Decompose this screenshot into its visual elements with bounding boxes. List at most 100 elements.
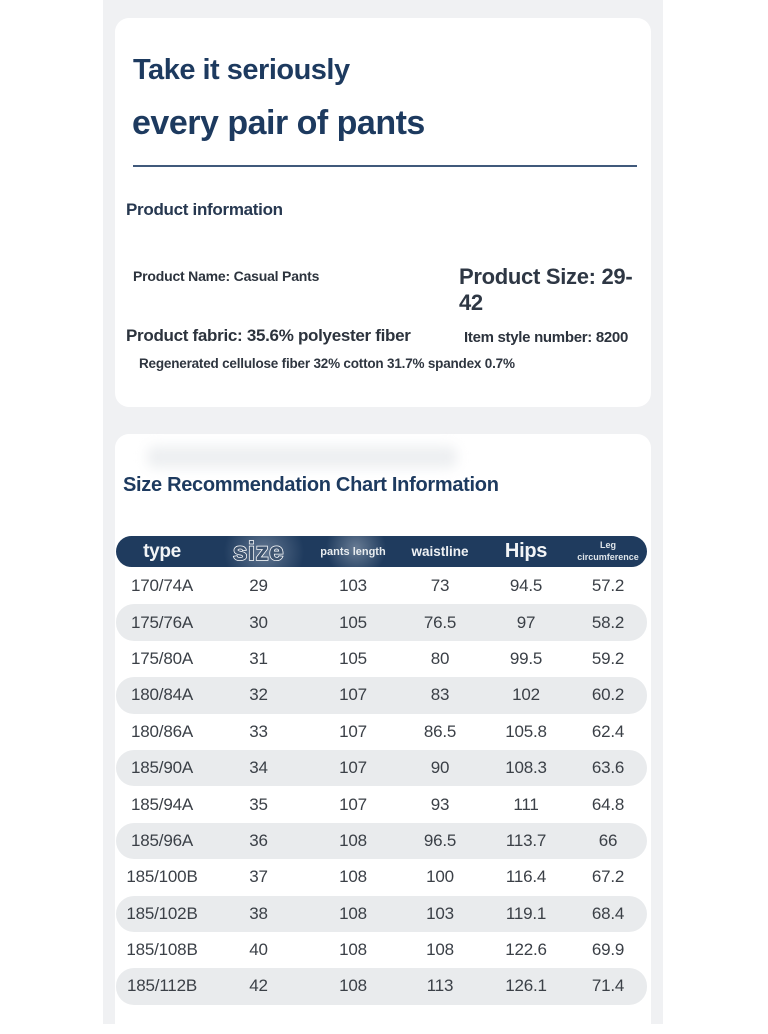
table-row: 185/108B 40 108 108 122.6 69.9 bbox=[116, 932, 647, 968]
table-cell: 67.2 bbox=[591, 867, 625, 887]
table-cell: 107 bbox=[339, 794, 367, 814]
table-cell: 107 bbox=[339, 721, 367, 741]
table-row: 185/90A 34 107 90 108.3 63.6 bbox=[116, 749, 647, 787]
product-info-section-title: Product information bbox=[126, 200, 283, 219]
table-cell: 185/100B bbox=[126, 867, 198, 887]
table-row: 185/102B 38 108 103 119.1 68.4 bbox=[116, 895, 647, 932]
table-cell: 80 bbox=[430, 648, 450, 668]
table-cell: 99.5 bbox=[509, 648, 543, 668]
table-cell: 105.8 bbox=[505, 721, 547, 741]
table-cell: 83 bbox=[430, 685, 450, 705]
column-header-leg-circumference: Leg circumference bbox=[577, 540, 639, 562]
table-cell: 58.2 bbox=[591, 612, 625, 632]
table-cell: 185/90A bbox=[131, 758, 193, 778]
size-chart-card: Size Recommendation Chart Information ty… bbox=[115, 434, 651, 1034]
table-cell: 107 bbox=[339, 685, 367, 705]
table-cell: 97 bbox=[516, 612, 536, 632]
table-cell: 119.1 bbox=[505, 903, 547, 923]
table-cell: 36 bbox=[249, 830, 268, 850]
table-cell: 107 bbox=[339, 758, 367, 778]
product-name-label: Product Name: Casual Pants bbox=[133, 268, 320, 284]
table-cell: 180/84A bbox=[131, 685, 193, 705]
table-cell: 105 bbox=[339, 612, 367, 632]
table-cell: 108 bbox=[426, 940, 454, 960]
table-cell: 90 bbox=[430, 758, 450, 778]
table-cell: 108.3 bbox=[505, 758, 547, 778]
table-cell: 116.4 bbox=[505, 867, 547, 887]
table-cell: 108 bbox=[339, 976, 367, 996]
table-cell: 71.4 bbox=[591, 976, 625, 996]
table-cell: 102 bbox=[512, 685, 540, 705]
table-cell: 93 bbox=[430, 794, 450, 814]
table-cell: 37 bbox=[249, 867, 268, 887]
table-cell: 108 bbox=[339, 867, 367, 887]
column-header-type: type bbox=[143, 540, 181, 562]
table-cell: 185/94A bbox=[131, 794, 193, 814]
table-row: 185/96A 36 108 96.5 113.7 66 bbox=[116, 822, 647, 860]
table-cell: 30 bbox=[249, 612, 268, 632]
table-cell: 32 bbox=[249, 685, 268, 705]
table-cell: 94.5 bbox=[509, 576, 543, 596]
column-header-pants-length: pants length bbox=[320, 545, 386, 558]
watermark-smudge bbox=[147, 446, 457, 468]
size-table-body: 170/74A 29 103 73 94.5 57.2 175/76A 30 105 76.5 97… bbox=[116, 568, 647, 1005]
table-cell: 73 bbox=[430, 576, 450, 596]
table-cell: 175/80A bbox=[131, 648, 193, 668]
table-cell: 63.6 bbox=[591, 758, 625, 778]
table-cell: 185/112B bbox=[127, 976, 197, 996]
table-cell: 86.5 bbox=[423, 721, 457, 741]
column-header-hips: Hips bbox=[504, 540, 548, 562]
table-cell: 68.4 bbox=[591, 903, 625, 923]
hero-heading-line1: Take it seriously bbox=[133, 54, 350, 86]
table-cell: 66 bbox=[598, 830, 618, 850]
table-cell: 103 bbox=[426, 903, 454, 923]
table-cell: 76.5 bbox=[423, 612, 457, 632]
table-cell: 59.2 bbox=[591, 648, 625, 668]
table-row: 175/80A 31 105 80 99.5 59.2 bbox=[116, 641, 647, 677]
table-row: 185/112B 42 108 113 126.1 71.4 bbox=[116, 968, 647, 1005]
table-cell: 64.8 bbox=[591, 794, 625, 814]
product-fabric-label: Product fabric: 35.6% polyester fiber bbox=[126, 326, 411, 345]
table-cell: 35 bbox=[249, 794, 268, 814]
table-row: 175/76A 30 105 76.5 97 58.2 bbox=[116, 604, 647, 641]
table-cell: 34 bbox=[249, 758, 268, 778]
table-cell: 100 bbox=[426, 867, 454, 887]
table-cell: 60.2 bbox=[591, 685, 625, 705]
table-row: 185/100B 37 108 100 116.4 67.2 bbox=[116, 859, 647, 895]
table-cell: 69.9 bbox=[591, 940, 625, 960]
table-row: 180/86A 33 107 86.5 105.8 62.4 bbox=[116, 714, 647, 750]
table-cell: 108 bbox=[339, 903, 367, 923]
column-header-size: size bbox=[232, 536, 285, 567]
table-cell: 38 bbox=[249, 903, 268, 923]
table-cell: 31 bbox=[249, 648, 268, 668]
table-row: 185/94A 35 107 93 111 64.8 bbox=[116, 786, 647, 822]
table-cell: 113.7 bbox=[505, 830, 547, 850]
fabric-detail-label: Regenerated cellulose fiber 32% cotton 3… bbox=[135, 354, 519, 373]
table-cell: 122.6 bbox=[505, 940, 547, 960]
hero-heading-line2: every pair of pants bbox=[132, 104, 425, 142]
table-cell: 126.1 bbox=[505, 976, 547, 996]
product-size-label: Product Size: 29-42 bbox=[459, 264, 633, 315]
size-chart-section-title: Size Recommendation Chart Information bbox=[123, 474, 499, 496]
table-cell: 170/74A bbox=[131, 576, 193, 596]
table-cell: 113 bbox=[426, 976, 454, 996]
table-row: 180/84A 32 107 83 102 60.2 bbox=[116, 677, 647, 714]
table-cell: 96.5 bbox=[423, 830, 457, 850]
table-cell: 108 bbox=[339, 830, 367, 850]
table-cell: 175/76A bbox=[131, 612, 193, 632]
column-header-waistline: waistline bbox=[411, 544, 469, 559]
product-info-card: Take it seriously every pair of pants Pr… bbox=[115, 18, 651, 407]
table-cell: 42 bbox=[249, 976, 268, 996]
table-cell: 33 bbox=[249, 721, 268, 741]
table-cell: 185/108B bbox=[126, 940, 198, 960]
item-style-number-label: Item style number: 8200 bbox=[464, 329, 629, 346]
table-cell: 111 bbox=[513, 794, 539, 814]
hero-divider bbox=[133, 165, 637, 167]
table-cell: 105 bbox=[339, 648, 367, 668]
table-cell: 29 bbox=[249, 576, 268, 596]
table-cell: 185/96A bbox=[131, 830, 193, 850]
table-cell: 108 bbox=[339, 940, 367, 960]
table-cell: 185/102B bbox=[126, 903, 198, 923]
table-cell: 180/86A bbox=[131, 721, 193, 741]
table-cell: 62.4 bbox=[591, 721, 625, 741]
